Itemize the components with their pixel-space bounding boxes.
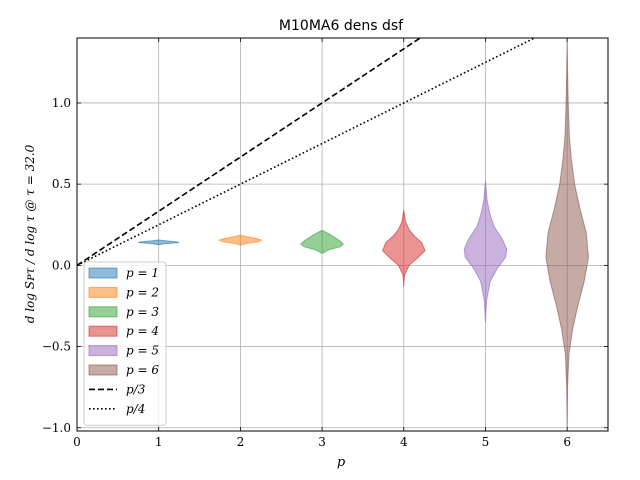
legend-label-p5: p = 5 — [126, 344, 159, 358]
violin-p1 — [138, 239, 180, 246]
legend-label-p1: p = 1 — [126, 266, 159, 280]
legend-label-p6: p = 6 — [126, 363, 159, 377]
legend-swatch-p1 — [88, 267, 118, 279]
x-tick-label: 1 — [155, 435, 163, 449]
y-tick-label: 1.0 — [52, 96, 71, 110]
plot-frame — [76, 37, 609, 432]
legend-swatch-p4 — [88, 325, 118, 337]
legend-label-p4: p = 4 — [126, 324, 159, 338]
y-tick-label: −1.0 — [42, 421, 71, 435]
violin-p2 — [217, 234, 263, 246]
violin-p5 — [463, 180, 508, 323]
legend-label-p-3: p/3 — [126, 382, 146, 396]
violin-p3 — [300, 229, 345, 254]
x-axis-label: p — [337, 455, 346, 470]
legend-swatch-p3 — [88, 306, 118, 318]
legend: p = 1 p = 2 p = 3 p = 4 p = 5 p = 6 p/3 p/4 — [83, 261, 167, 426]
y-axis-label: d log Sᴘτ / d log τ @ τ = 32.0 — [23, 144, 37, 323]
legend-box — [83, 261, 167, 426]
y-tick-label: 0.0 — [52, 258, 71, 272]
violin-p6 — [545, 41, 589, 428]
legend-label-p2: p = 2 — [126, 285, 159, 299]
x-tick-label: 2 — [237, 435, 245, 449]
y-axis-ticks: −1.0 −0.5 0.0 0.5 1.0 — [42, 96, 608, 435]
legend-swatch-p5 — [88, 345, 118, 357]
chart-title: M10MA6 dens dsf — [279, 18, 404, 34]
reference-line-p-4 — [77, 38, 537, 267]
y-tick-label: 0.5 — [52, 177, 71, 191]
legend-swatch-p6 — [88, 364, 118, 376]
x-tick-label: 4 — [400, 435, 408, 449]
x-axis-ticks: 0 1 2 3 4 5 6 — [73, 38, 571, 449]
x-tick-label: 3 — [318, 435, 326, 449]
y-tick-label: −0.5 — [42, 340, 71, 354]
reference-line-p-3 — [77, 38, 422, 267]
violin-p4 — [381, 210, 426, 287]
legend-label-p-4: p/4 — [126, 402, 145, 416]
legend-label-p3: p = 3 — [126, 305, 159, 319]
reference-lines — [77, 38, 537, 267]
x-tick-label: 5 — [482, 435, 490, 449]
x-tick-label: 0 — [73, 435, 81, 449]
legend-swatch-p2 — [88, 286, 118, 298]
x-tick-label: 6 — [563, 435, 571, 449]
violins — [138, 41, 589, 428]
